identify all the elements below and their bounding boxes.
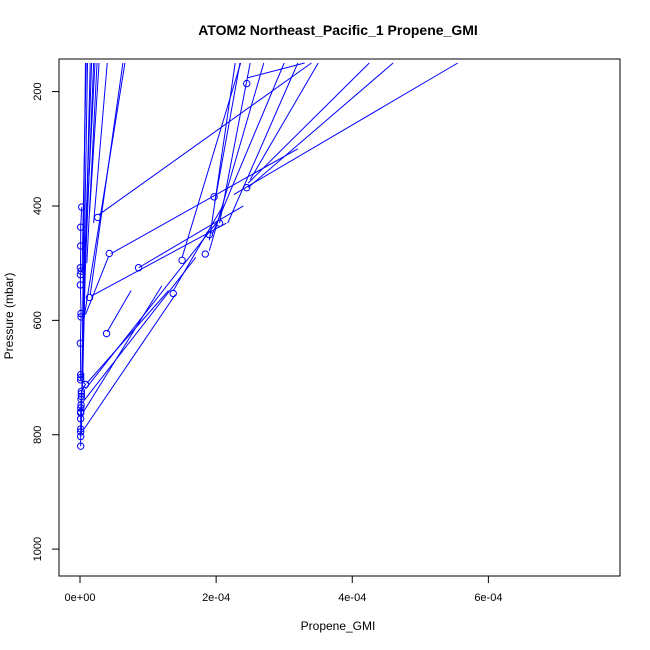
x-axis-label: Propene_GMI xyxy=(301,619,376,633)
data-point xyxy=(76,415,85,423)
data-point xyxy=(76,242,85,250)
series-line xyxy=(89,62,124,295)
series-line xyxy=(247,62,305,79)
series-line xyxy=(90,222,227,297)
y-tick-label: 600 xyxy=(32,311,44,329)
data-point xyxy=(76,428,85,436)
chart-title: ATOM2 Northeast_Pacific_1 Propene_GMI xyxy=(198,22,478,38)
data-point xyxy=(76,404,85,412)
data-point xyxy=(178,256,186,265)
series-line xyxy=(219,62,251,224)
series-line xyxy=(84,256,110,315)
series-line xyxy=(86,290,169,384)
y-tick-label: 1000 xyxy=(32,537,44,561)
data-point xyxy=(76,409,85,417)
series-line xyxy=(106,290,132,333)
series-line xyxy=(83,294,176,430)
data-point xyxy=(77,309,85,318)
data-point xyxy=(76,370,85,379)
series-line xyxy=(82,285,163,413)
data-point xyxy=(85,293,94,302)
y-tick-label: 200 xyxy=(32,82,44,100)
series-line xyxy=(208,62,236,241)
series-line xyxy=(172,205,224,291)
series-line xyxy=(247,62,370,184)
data-point xyxy=(76,281,85,289)
data-point xyxy=(169,289,177,298)
data-point xyxy=(76,432,85,441)
series-line xyxy=(227,62,299,224)
data-point xyxy=(205,230,214,239)
near-zero-trace xyxy=(79,207,87,447)
y-tick-label: 800 xyxy=(32,426,44,444)
plot-frame xyxy=(58,58,621,577)
data-point xyxy=(105,249,113,258)
series-line xyxy=(247,62,394,189)
data-point xyxy=(77,395,85,403)
x-tick-label: 6e-04 xyxy=(474,592,502,604)
data-point xyxy=(78,203,86,211)
series-line xyxy=(138,205,244,269)
series-line xyxy=(249,62,319,180)
data-point xyxy=(76,270,85,279)
data-point xyxy=(76,339,85,347)
data-point xyxy=(76,442,85,450)
data-point xyxy=(76,376,85,384)
data-point xyxy=(76,425,85,433)
data-point xyxy=(243,79,251,88)
series-line xyxy=(208,62,265,251)
data-point xyxy=(243,183,251,192)
y-axis-label: Pressure (mbar) xyxy=(2,273,16,360)
data-point xyxy=(81,380,90,389)
data-point xyxy=(77,387,86,395)
series-line xyxy=(85,222,217,390)
series-line xyxy=(233,62,459,195)
y-tick-label: 400 xyxy=(32,197,44,215)
data-point xyxy=(201,250,209,258)
data-point xyxy=(134,264,143,272)
series-line xyxy=(86,62,98,264)
data-point xyxy=(102,329,111,338)
series-line xyxy=(83,257,197,401)
data-point xyxy=(76,373,85,382)
x-axis: 0e+00 2e-04 4e-04 6e-04 xyxy=(65,575,502,604)
x-tick-label: 0e+00 xyxy=(65,592,96,604)
x-tick-label: 2e-04 xyxy=(202,592,230,604)
series-line xyxy=(111,148,299,254)
x-tick-label: 4e-04 xyxy=(338,592,366,604)
series-line xyxy=(98,62,312,215)
data-point xyxy=(215,219,224,227)
series-line xyxy=(81,62,87,272)
y-axis: 200 400 600 800 1000 xyxy=(32,82,60,561)
data-point xyxy=(76,223,85,231)
series-line xyxy=(214,62,241,203)
series-line xyxy=(211,62,285,235)
data-point xyxy=(77,392,86,401)
series-line xyxy=(82,62,93,321)
plot-area xyxy=(76,62,459,450)
data-point xyxy=(210,193,218,201)
data-point xyxy=(77,389,86,398)
data-point xyxy=(94,213,102,222)
series-line xyxy=(93,62,108,224)
data-point xyxy=(77,313,85,321)
data-point xyxy=(77,267,85,275)
series-line xyxy=(181,62,242,258)
